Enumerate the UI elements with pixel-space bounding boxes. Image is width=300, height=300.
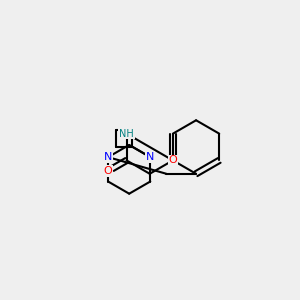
- Text: N: N: [146, 152, 154, 162]
- Text: NH: NH: [119, 129, 134, 139]
- Text: O: O: [103, 166, 112, 176]
- Text: N: N: [104, 152, 112, 162]
- Text: O: O: [169, 155, 177, 165]
